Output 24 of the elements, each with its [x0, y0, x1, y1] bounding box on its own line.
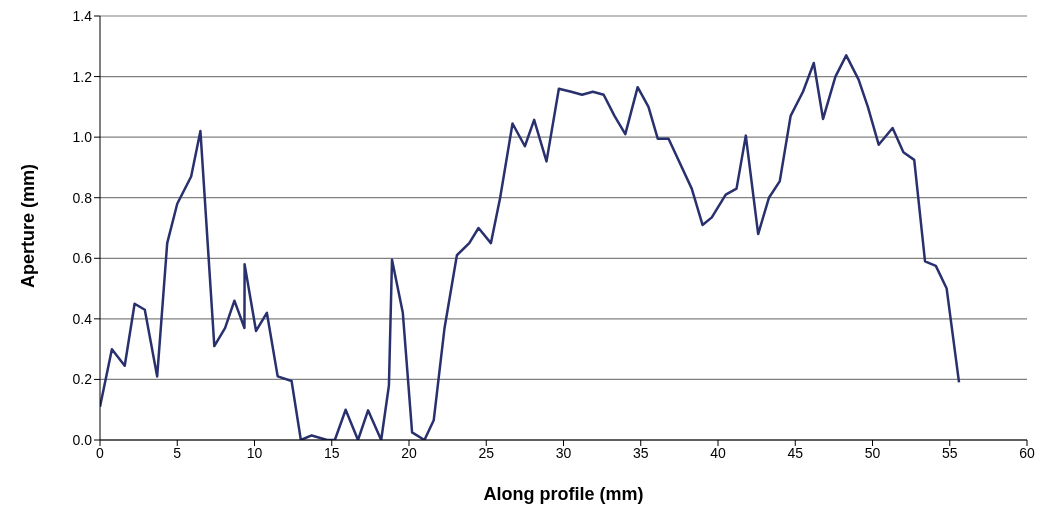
- y-axis-title: Aperture (mm): [18, 163, 39, 288]
- y-tick-label: 1.2: [72, 68, 93, 85]
- line-series: [100, 54, 961, 440]
- y-tick-label: 1.0: [72, 129, 93, 146]
- x-tick-label: 50: [864, 444, 881, 461]
- y-tick-label: 0.2: [72, 371, 93, 388]
- x-tick-label: 40: [710, 444, 726, 461]
- x-tick-label: 0: [96, 444, 105, 461]
- y-tick-label: 0.8: [72, 189, 93, 206]
- x-tick-label: 30: [555, 444, 572, 461]
- x-tick-label: 25: [478, 444, 495, 461]
- x-tick-label: 10: [246, 444, 263, 461]
- y-tick-label: 1.4: [72, 7, 93, 24]
- y-tick-label: 0.6: [72, 250, 93, 267]
- x-tick-label: 35: [632, 444, 649, 461]
- x-tick-label: 20: [401, 444, 417, 461]
- x-tick-label: 60: [1019, 444, 1035, 461]
- x-tick-label: 55: [941, 444, 958, 461]
- x-axis-title: Along profile (mm): [483, 484, 644, 504]
- x-tick-label: 15: [323, 444, 340, 461]
- x-tick-label: 5: [173, 444, 182, 461]
- x-tick-label: 45: [787, 444, 804, 461]
- y-tick-label: 0.4: [72, 310, 93, 327]
- y-tick-label: 0.0: [72, 431, 93, 448]
